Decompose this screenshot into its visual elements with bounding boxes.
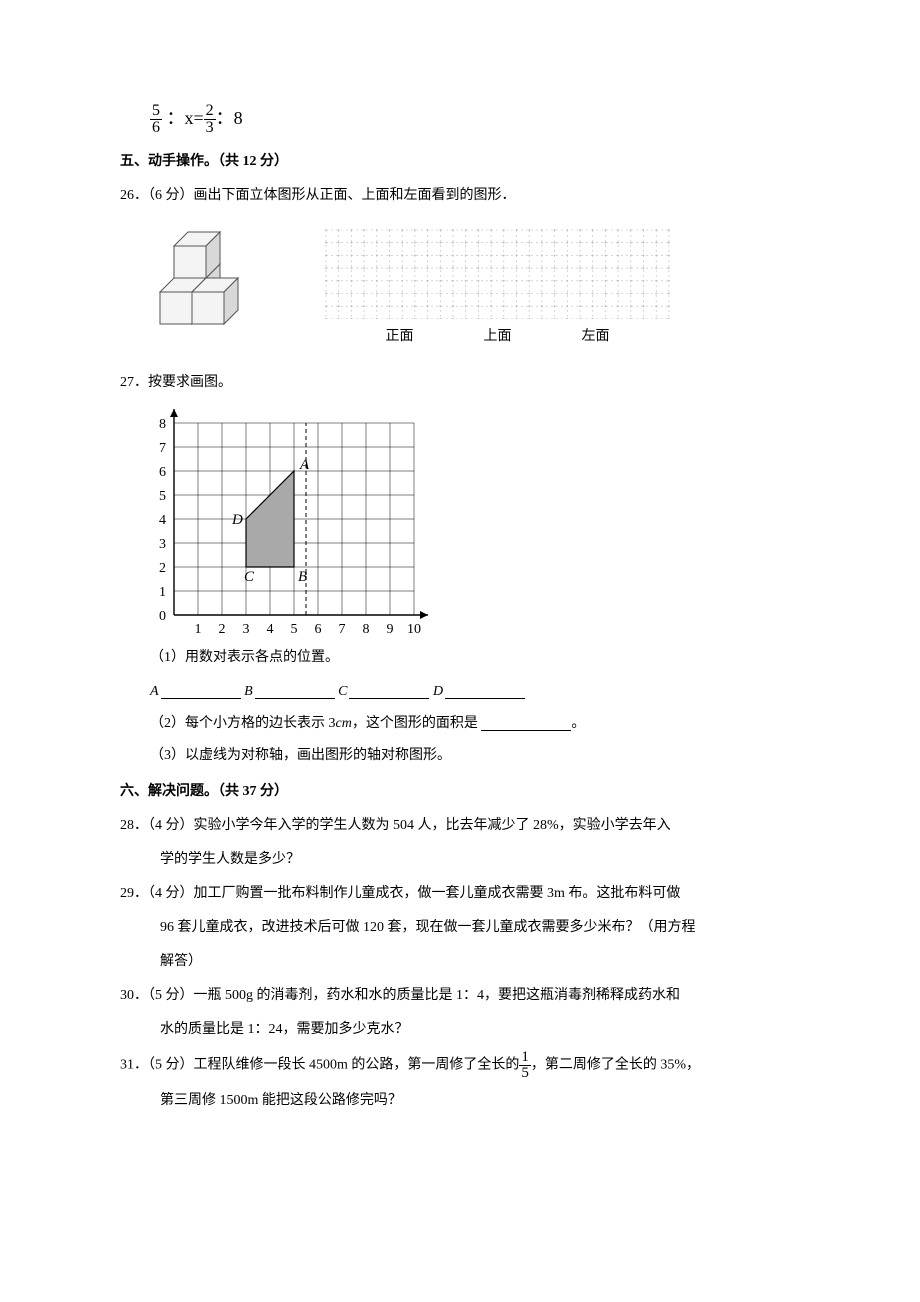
problem-31-l1: 31．（5 分）工程队维修一段长 4500m 的公路，第一周修了全长的 1 5 … xyxy=(120,1050,800,1081)
cube-figure xyxy=(150,224,280,339)
p31-post: ，第二周修了全长的 35%， xyxy=(531,1058,700,1073)
problem-26: 26．（6 分）画出下面立体图形从正面、上面和左面看到的图形． xyxy=(120,182,800,210)
svg-text:9: 9 xyxy=(387,622,394,637)
sub2-post: 。 xyxy=(571,716,585,731)
section-6-header: 六、解决问题。（共 37 分） xyxy=(120,778,800,806)
exam-page: 5 6 ：x= 2 3 ：8 五、动手操作。（共 12 分） 26．（6 分）画… xyxy=(0,0,920,1179)
svg-text:10: 10 xyxy=(407,622,421,637)
svg-text:6: 6 xyxy=(159,465,166,480)
section-5-header: 五、动手操作。（共 12 分） xyxy=(120,148,800,176)
svg-text:6: 6 xyxy=(315,622,322,637)
p31-frac-num: 1 xyxy=(519,1050,531,1066)
svg-text:5: 5 xyxy=(291,622,298,637)
frac2-den: 3 xyxy=(204,120,216,136)
equation-line: 5 6 ：x= 2 3 ：8 xyxy=(150,100,800,136)
fraction-2: 2 3 xyxy=(204,103,216,136)
label-D: D xyxy=(433,684,443,699)
frac2-num: 2 xyxy=(204,103,216,120)
svg-text:8: 8 xyxy=(159,417,166,432)
sub2-pre: （2）每个小方格的边长表示 3 xyxy=(150,716,336,731)
sub2-unit: cm xyxy=(336,716,352,731)
svg-text:C: C xyxy=(244,569,255,585)
problem-30-l2: 水的质量比是 1：24，需要加多少克水？ xyxy=(120,1016,800,1044)
frac1-den: 6 xyxy=(150,120,162,136)
coordinate-svg: 0 1 2 3 4 5 6 7 8 1 2 3 4 5 6 7 8 9 10 A B C D xyxy=(140,405,450,640)
coordinate-chart: 0 1 2 3 4 5 6 7 8 1 2 3 4 5 6 7 8 9 10 A B C D xyxy=(140,405,800,640)
problem-27-sub1: （1）用数对表示各点的位置。 xyxy=(120,644,800,672)
problem-27-sub3: （3）以虚线为对称轴，画出图形的轴对称图形。 xyxy=(120,742,800,770)
blank-A xyxy=(161,697,241,699)
dot-grid xyxy=(320,224,675,319)
label-B: B xyxy=(244,684,253,699)
svg-text:4: 4 xyxy=(159,513,166,528)
label-front: 正面 xyxy=(386,323,414,351)
blank-B xyxy=(255,697,335,699)
equation-tail: ：8 xyxy=(216,108,243,128)
p31-frac: 1 5 xyxy=(519,1050,531,1081)
label-left: 左面 xyxy=(582,323,610,351)
svg-text:1: 1 xyxy=(159,585,166,600)
problem-27-sub2: （2）每个小方格的边长表示 3cm，这个图形的面积是 。 xyxy=(120,710,800,738)
svg-text:2: 2 xyxy=(159,561,166,576)
svg-text:B: B xyxy=(298,569,307,585)
svg-text:7: 7 xyxy=(339,622,346,637)
dot-grid-set: 正面 上面 左面 xyxy=(320,224,675,351)
svg-text:7: 7 xyxy=(159,441,166,456)
blank-D xyxy=(445,697,525,699)
svg-text:3: 3 xyxy=(243,622,250,637)
label-A: A xyxy=(150,684,159,699)
frac1-num: 5 xyxy=(150,103,162,120)
problem-30-l1: 30．（5 分）一瓶 500g 的消毒剂，药水和水的质量比是 1：4，要把这瓶消… xyxy=(120,982,800,1010)
problem-26-figures: 正面 上面 左面 xyxy=(150,224,800,351)
dot-grid-labels: 正面 上面 左面 xyxy=(386,323,610,351)
problem-29-l3: 解答） xyxy=(120,948,800,976)
svg-text:D: D xyxy=(231,512,243,528)
sub2-mid: ，这个图形的面积是 xyxy=(352,716,482,731)
problem-29-l1: 29．（4 分）加工厂购置一批布料制作儿童成衣，做一套儿童成衣需要 3m 布。这… xyxy=(120,880,800,908)
svg-text:1: 1 xyxy=(195,622,202,637)
fraction-1: 5 6 xyxy=(150,103,162,136)
svg-text:0: 0 xyxy=(159,609,166,624)
svg-text:A: A xyxy=(299,457,310,473)
p31-frac-den: 5 xyxy=(519,1066,531,1081)
svg-text:3: 3 xyxy=(159,537,166,552)
problem-31-l2: 第三周修 1500m 能把这段公路修完吗？ xyxy=(120,1087,800,1115)
blank-C xyxy=(349,697,429,699)
svg-text:2: 2 xyxy=(219,622,226,637)
problem-27-abcd-line: A B C D xyxy=(120,678,800,706)
svg-text:5: 5 xyxy=(159,489,166,504)
problem-27: 27．按要求画图。 xyxy=(120,369,800,397)
p31-pre: 31．（5 分）工程队维修一段长 4500m 的公路，第一周修了全长的 xyxy=(120,1058,519,1073)
svg-text:4: 4 xyxy=(267,622,274,637)
equation-mid: ：x= xyxy=(167,108,204,128)
label-top: 上面 xyxy=(484,323,512,351)
problem-29-l2: 96 套儿童成衣，改进技术后可做 120 套，现在做一套儿童成衣需要多少米布？（… xyxy=(120,914,800,942)
problem-28-l1: 28．（4 分）实验小学今年入学的学生人数为 504 人，比去年减少了 28%，… xyxy=(120,812,800,840)
svg-text:8: 8 xyxy=(363,622,370,637)
problem-28-l2: 学的学生人数是多少？ xyxy=(120,846,800,874)
blank-area xyxy=(481,729,571,731)
label-C: C xyxy=(338,684,347,699)
